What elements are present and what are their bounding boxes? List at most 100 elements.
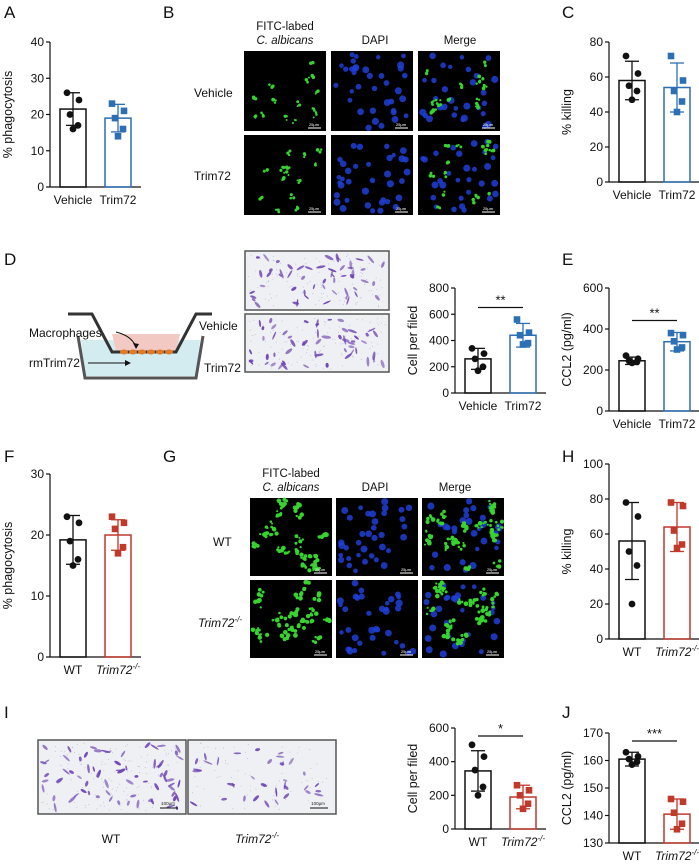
chart-d: 0 200 400 600 800 Cell per filed Vehicle Trim72… (406, 281, 546, 413)
g-dapi-ko (336, 580, 418, 658)
chart-d-point (524, 339, 532, 347)
g-merge-wt-signal (423, 498, 505, 573)
chart-e-ytick: 400 (583, 322, 603, 336)
chart-d-ytick: 200 (429, 360, 449, 374)
chart-a-point (108, 100, 116, 107)
g-row-label-ko: Trim72-/- (198, 615, 242, 630)
b-dapi-trim72-signal (333, 142, 411, 214)
chart-f-ytick: 10 (31, 589, 45, 603)
chart-f-point (63, 513, 71, 521)
chart-d-ytick: 600 (429, 307, 449, 321)
chart-i-point (468, 741, 476, 749)
g-header-fitc-line1: FITC-labed (262, 468, 320, 480)
chart-i-point (479, 783, 487, 791)
g-header-dapi: DAPI (362, 482, 389, 494)
svg-text:25μm: 25μm (309, 122, 320, 127)
chart-h-ytick: 100 (583, 457, 603, 471)
panel-g-micrographs: FITC-labed C. albicans DAPI Merge WT Tri… (198, 468, 505, 658)
svg-text:25μm: 25μm (483, 206, 494, 211)
chart-i-point (513, 781, 521, 789)
chart-c-xtick: Trim72 (659, 188, 696, 202)
chart-f: 0 10 20 30 % phagocytosis WT Trim72-/- (1, 467, 141, 677)
chart-e-bar (618, 360, 646, 412)
chart-c-point (679, 77, 687, 84)
chart-a-point (63, 89, 71, 97)
chart-h-ytick: 80 (590, 492, 604, 506)
d-insert-media (112, 334, 180, 351)
chart-e: 0 200 400 600 CCL2 (pg/ml) Vehicle Trim72 ** (560, 281, 699, 431)
g-header-fitc-line2: C. albicans (263, 482, 320, 494)
b-fitc-trim72-signal (258, 148, 323, 214)
chart-j-sig-stars: *** (647, 726, 662, 741)
chart-a-point (120, 107, 128, 115)
d-cell-layer (120, 349, 173, 355)
chart-c-xtick: Vehicle (613, 188, 652, 202)
chart-i-xtick: Trim72-/- (501, 834, 545, 849)
d-label-macrophages: Macrophages (29, 326, 102, 340)
chart-a-ytick: 0 (37, 180, 44, 194)
chart-i-xtick: WT (469, 835, 488, 849)
chart-d-ytick: 0 (442, 386, 449, 400)
chart-a-point (114, 132, 122, 140)
chart-f-point (75, 519, 83, 527)
chart-c-point (633, 87, 641, 95)
chart-h-point (628, 600, 636, 608)
chart-j-point (634, 752, 642, 760)
b-dapi-vehicle-signal (333, 52, 409, 131)
chart-a-ytick: 20 (31, 108, 45, 122)
b-merge-trim72-signal (420, 138, 499, 213)
panel-d-transwell-schematic: Macrophages rmTrim72 (29, 312, 212, 380)
chart-i-point (474, 791, 482, 799)
d-row-label-vehicle: Vehicle (199, 319, 238, 333)
chart-a-point (119, 125, 127, 133)
chart-a-point (75, 96, 83, 104)
chart-j-point (667, 795, 675, 803)
chart-h-point (633, 562, 641, 569)
d-label-rmtrim72: rmTrim72 (29, 356, 80, 370)
i-image-label-wt: WT (102, 832, 121, 846)
chart-h: 0 20 40 60 80 100 % killing WT Trim72-/- (560, 457, 699, 659)
chart-h-point (679, 502, 687, 510)
chart-i-ytick: 400 (429, 755, 449, 769)
b-fitc-vehicle-signal (251, 60, 320, 125)
chart-a-ylabel: % phagocytosis (1, 71, 15, 159)
chart-h-ytick: 0 (596, 632, 603, 646)
chart-e-point (628, 359, 636, 367)
chart-a-point (111, 114, 119, 122)
svg-text:25μm: 25μm (487, 649, 498, 654)
b-merge-vehicle-signal (419, 52, 499, 130)
chart-j-point (673, 825, 681, 833)
chart-e-ytick: 0 (596, 404, 603, 418)
panel-letter-i: I (4, 703, 9, 722)
panel-letter-e: E (562, 250, 573, 269)
i-image-label-ko: Trim72-/- (235, 831, 279, 846)
chart-a-point (66, 111, 74, 118)
chart-j-point (633, 758, 641, 766)
chart-a-ytick: 40 (31, 35, 45, 49)
b-row-label-vehicle: Vehicle (194, 86, 233, 100)
chart-j-bar (618, 758, 646, 844)
chart-f-point (119, 543, 127, 551)
chart-j-point (625, 755, 633, 763)
chart-a-point (69, 125, 77, 133)
chart-j-ytick: 160 (583, 754, 603, 768)
i-scale-label-wt: 100μm (161, 801, 175, 806)
chart-d-sig-stars: ** (495, 293, 505, 308)
chart-c-point (625, 82, 633, 90)
chart-h-ylabel: % killing (560, 529, 574, 575)
chart-d-xtick: Vehicle (459, 399, 498, 413)
chart-c-point (628, 96, 636, 104)
chart-i-sig-stars: * (498, 721, 503, 736)
i-image-wt (37, 739, 187, 815)
chart-j: 130 140 150 160 170 CCL2 (pg/ml) WT Trim72-/- **… (560, 726, 699, 863)
chart-h-point (678, 541, 686, 548)
chart-j-point (622, 748, 630, 756)
chart-i-point (519, 805, 527, 813)
chart-i-ylabel: Cell per filed (406, 744, 420, 814)
chart-c-point (622, 52, 630, 60)
b-header-fitc-line2: C. albicans (257, 35, 314, 47)
chart-j-point (670, 809, 678, 817)
chart-d-point (516, 331, 524, 339)
b-header-fitc-line1: FITC-labed (256, 21, 314, 33)
chart-h-xtick: WT (623, 645, 642, 659)
